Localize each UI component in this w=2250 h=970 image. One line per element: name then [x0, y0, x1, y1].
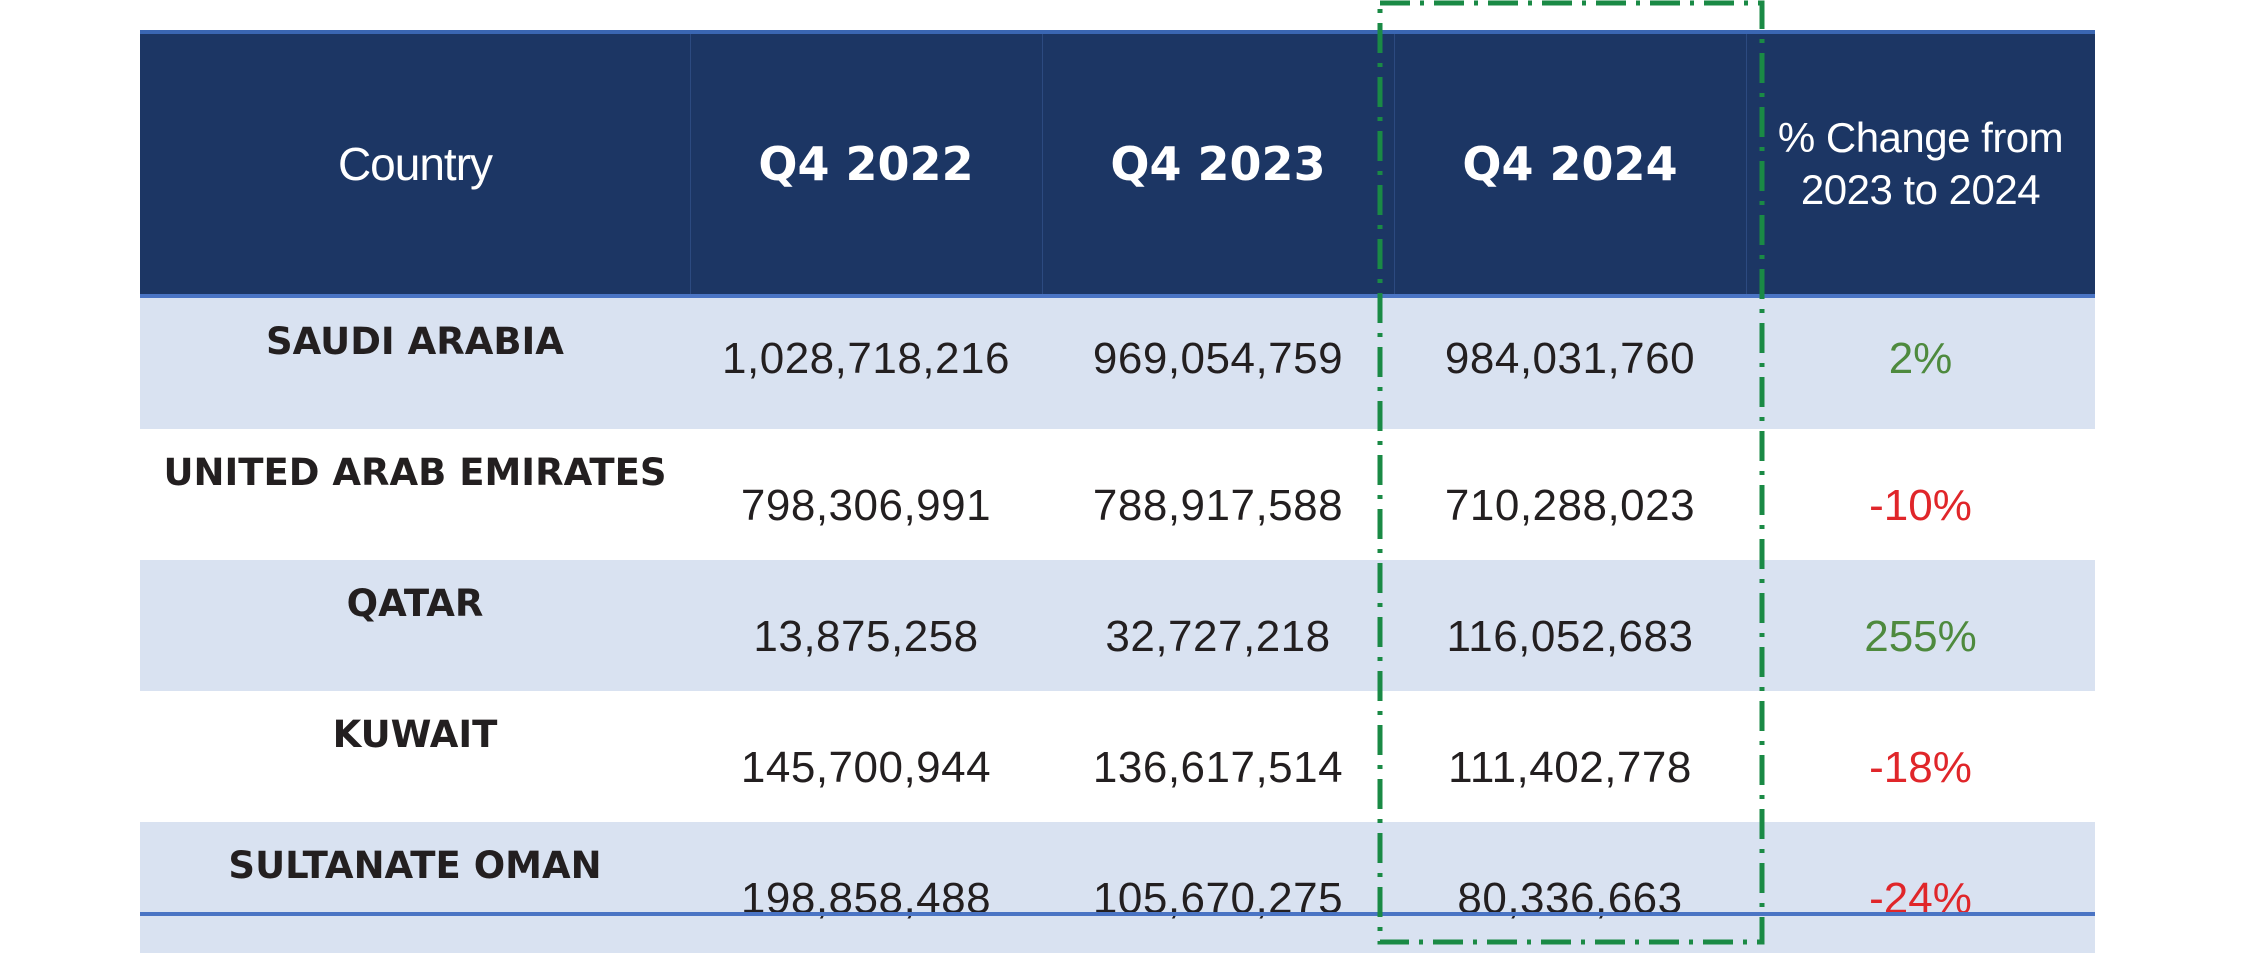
- cell-pct-change: -18%: [1869, 743, 1972, 792]
- cell-country: KUWAIT: [332, 713, 498, 756]
- cell-pct-change: -10%: [1869, 481, 1972, 530]
- cell-q4-2023: 32,727,218: [1105, 612, 1331, 661]
- cell-country: SULTANATE OMAN: [228, 844, 602, 887]
- highlight-column-frame: [1377, 0, 1765, 945]
- header-q4-2022: Q4 2022: [758, 137, 974, 191]
- header-divider: [1746, 34, 1747, 294]
- cell-country: SAUDI ARABIA: [266, 320, 564, 363]
- header-divider: [1394, 34, 1395, 294]
- cell-q4-2022: 145,700,944: [740, 743, 992, 792]
- table-bottom-border: [140, 912, 2095, 916]
- header-pct-change: % Change from 2023 to 2024: [1746, 34, 2095, 294]
- cell-q4-2023: 788,917,588: [1092, 481, 1344, 530]
- table-row: QATAR 13,875,258 32,727,218 116,052,683 255%: [140, 560, 2095, 691]
- cell-q4-2022: 798,306,991: [740, 481, 992, 530]
- header-q4-2024: Q4 2024: [1462, 137, 1678, 191]
- table-row: SULTANATE OMAN 198,858,488 105,670,275 80,3…: [140, 822, 2095, 953]
- cell-pct-change: 2%: [1888, 334, 1953, 383]
- cell-country: QATAR: [346, 582, 484, 625]
- header-q4-2023: Q4 2023: [1110, 137, 1326, 191]
- cell-q4-2023: 105,670,275: [1092, 874, 1344, 923]
- cell-q4-2024: 710,288,023: [1444, 481, 1696, 530]
- table-header: Country Q4 2022 Q4 2023 Q4 2024 % Change…: [140, 30, 2095, 298]
- cell-q4-2024: 984,031,760: [1444, 334, 1696, 383]
- cell-q4-2024: 111,402,778: [1448, 743, 1692, 792]
- table-row: UNITED ARAB EMIRATES 798,306,991 788,917,5…: [140, 429, 2095, 560]
- table-row: KUWAIT 145,700,944 136,617,514 111,402,778 -…: [140, 691, 2095, 822]
- cell-q4-2023: 136,617,514: [1092, 743, 1344, 792]
- cell-q4-2022: 13,875,258: [753, 612, 979, 661]
- cell-country: UNITED ARAB EMIRATES: [163, 451, 667, 494]
- table-row: SAUDI ARABIA 1,028,718,216 969,054,759 984,…: [140, 298, 2095, 429]
- header-divider: [1042, 34, 1043, 294]
- cell-pct-change: -24%: [1869, 874, 1972, 923]
- cell-q4-2022: 1,028,718,216: [722, 334, 1010, 383]
- cell-q4-2022: 198,858,488: [740, 874, 992, 923]
- header-pct-change-text: % Change from 2023 to 2024: [1777, 114, 2064, 213]
- cell-q4-2024: 116,052,683: [1446, 612, 1694, 661]
- cell-pct-change: 255%: [1864, 612, 1977, 661]
- header-country: Country: [337, 138, 493, 190]
- cell-q4-2023: 969,054,759: [1092, 334, 1344, 383]
- highlight-dashed-border: [1377, 0, 1765, 945]
- header-divider: [690, 34, 691, 294]
